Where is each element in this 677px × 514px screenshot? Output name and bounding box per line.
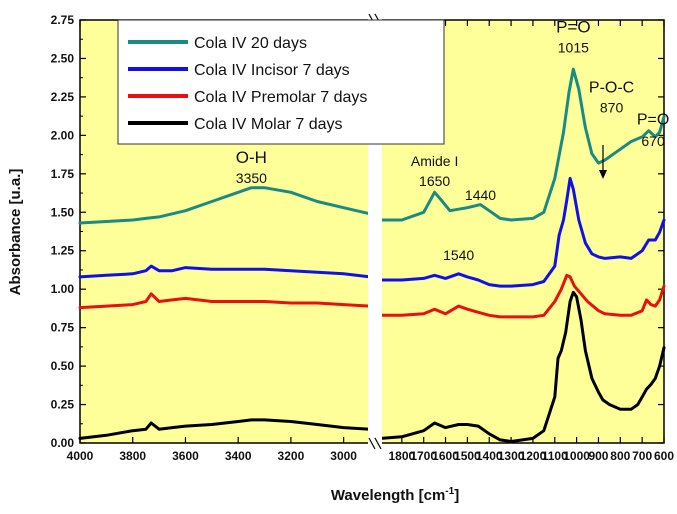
annotation: 1540 (443, 247, 474, 263)
series-line-4 (378, 290, 666, 443)
annotation: 3350 (236, 170, 267, 186)
x-tick-label: 600 (654, 449, 674, 463)
legend-label: Cola IV Incisor 7 days (194, 62, 350, 79)
series-line-1 (378, 67, 666, 222)
x-tick-label: 1100 (542, 449, 568, 463)
x-tick-label: 1600 (432, 449, 459, 463)
x-tick-label: 1800 (388, 449, 415, 463)
legend-label: Cola IV Premolar 7 days (194, 89, 367, 106)
series-line-3 (78, 292, 372, 310)
y-tick-label: 0.75 (51, 321, 75, 335)
annotation: 870 (600, 99, 624, 115)
legend-label: Cola IV 20 days (194, 35, 307, 52)
annotation: 1440 (465, 187, 496, 203)
x-tick-label: 900 (588, 449, 608, 463)
annotation: Amide I (411, 153, 458, 169)
y-tick-label: 1.75 (51, 167, 75, 181)
y-tick-label: 2.25 (51, 90, 75, 104)
x-tick-label: 3400 (225, 449, 252, 463)
x-tick-label: 800 (610, 449, 630, 463)
annotation: O-H (236, 148, 267, 167)
series-line-4 (78, 418, 372, 440)
series-line-2 (78, 264, 372, 279)
legend-label: Cola IV Molar 7 days (194, 116, 343, 133)
y-tick-label: 2.75 (51, 13, 75, 27)
series-line-2 (378, 176, 666, 288)
y-tick-label: 0.50 (51, 359, 75, 373)
series-layer (78, 67, 666, 443)
x-tick-label: 3200 (278, 449, 305, 463)
x-tick-label: 1400 (476, 449, 503, 463)
x-tick-label: 1500 (454, 449, 481, 463)
series-line-1 (78, 186, 372, 225)
x-axis-title: Wavelength [cm-1] (331, 486, 459, 504)
annotation: 670 (641, 133, 665, 149)
annotation: 1015 (558, 39, 589, 55)
x-tick-label: 1300 (498, 449, 525, 463)
y-tick-label: 2.50 (51, 51, 75, 65)
p-o-c-arrowhead (599, 170, 607, 179)
x-tick-label: 1000 (563, 449, 590, 463)
annotations: O-H 3350 Amide I 1650 1440 1540 P=O 1015 P-O-C 87… (236, 17, 670, 263)
x-tick-label: 1700 (410, 449, 437, 463)
annotation: P=O (637, 112, 669, 129)
y-tick-label: 0.00 (51, 436, 75, 450)
axis-ticks: 0.00 0.25 0.50 0.75 1.00 1.25 1.50 1.75 2.00 2.25… (51, 13, 675, 463)
y-tick-label: 1.25 (51, 244, 75, 258)
x-tick-label: 1200 (520, 449, 547, 463)
x-tick-label: 4000 (67, 449, 94, 463)
y-tick-label: 1.00 (51, 282, 75, 296)
y-tick-label: 0.25 (51, 398, 75, 412)
annotation: P-O-C (589, 79, 634, 96)
x-tick-label: 700 (632, 449, 652, 463)
annotation: P=O (556, 17, 591, 36)
series-line-3 (378, 273, 666, 319)
y-tick-label: 1.50 (51, 205, 75, 219)
annotation: 1650 (419, 173, 450, 189)
y-axis-title: Absorbance [u.a.] (7, 169, 24, 296)
x-tick-label: 3600 (172, 449, 199, 463)
y-tick-label: 2.00 (51, 128, 75, 142)
x-tick-label: 3800 (119, 449, 146, 463)
x-tick-label: 3000 (330, 449, 357, 463)
legend: Cola IV 20 days Cola IV Incisor 7 days Col… (117, 19, 445, 145)
